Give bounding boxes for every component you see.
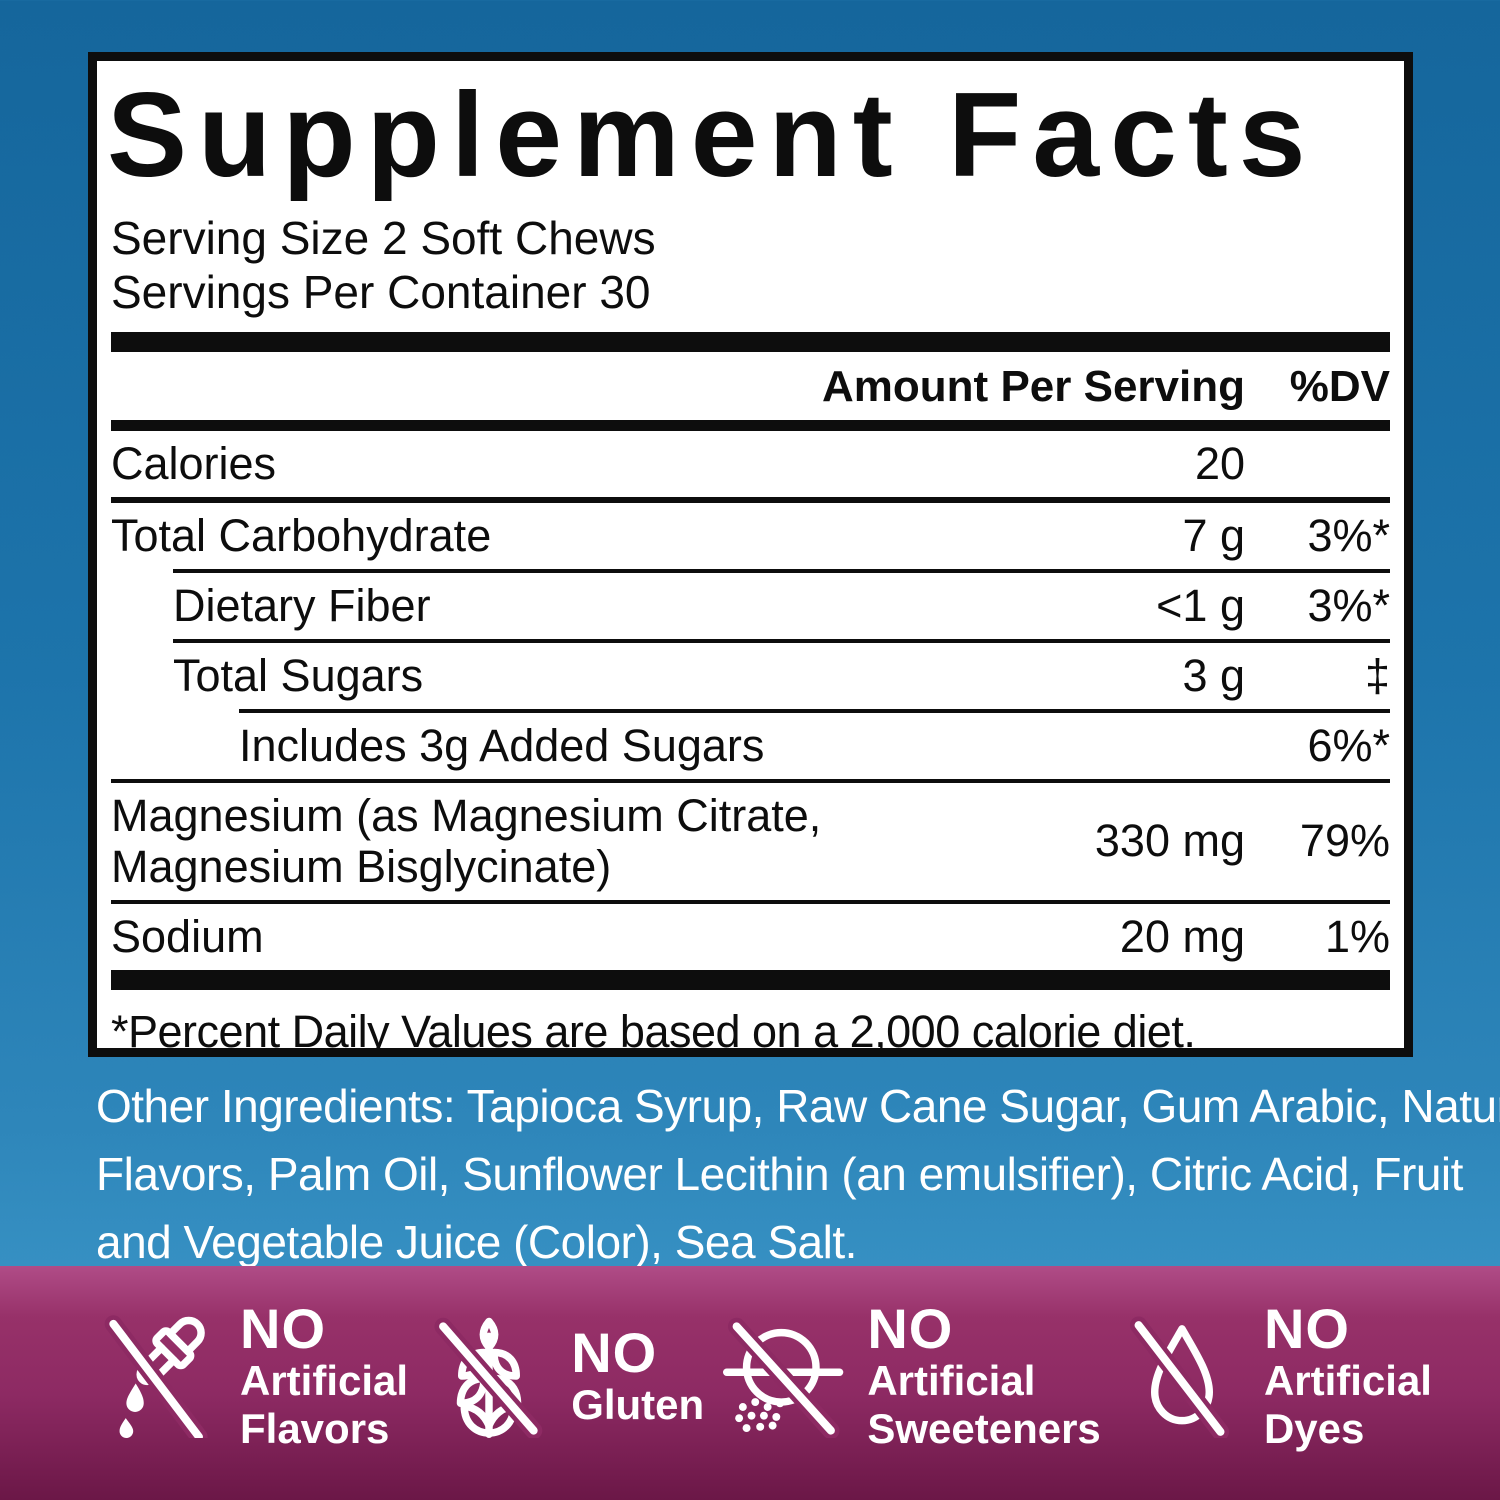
claim-line: Dyes — [1263, 1404, 1365, 1452]
claim-no-label: NO — [1263, 1296, 1350, 1360]
nutrient-dv: 6%* — [1307, 719, 1390, 771]
supplement-facts-panel: Supplement Facts Serving Size 2 Soft Che… — [88, 52, 1413, 1057]
claim-line: Sweeteners — [867, 1404, 1101, 1452]
claim-no-label: NO — [571, 1320, 658, 1384]
claims-band: NO Artificial Flavors NO Gluten — [0, 1266, 1500, 1500]
divider-medium — [111, 419, 1390, 431]
divider-thick — [111, 970, 1390, 991]
table-row-added-sugars: Includes 3g Added Sugars 6%* — [239, 708, 1390, 779]
serving-info: Serving Size 2 Soft Chews Servings Per C… — [111, 211, 1390, 320]
table-row-sodium: Sodium 20 mg 1% — [111, 900, 1390, 970]
nutrient-amount: 7 g — [1182, 509, 1245, 561]
claim-text: NO Gluten — [571, 1320, 705, 1429]
header-percent-dv: %DV — [1289, 361, 1390, 411]
nutrient-name-line2: Magnesium Bisglycinate) — [111, 841, 612, 893]
table-header: Amount Per Serving %DV — [111, 352, 1390, 420]
dropper-crossed-icon — [104, 1315, 208, 1438]
table-row-calories: Calories 20 — [111, 431, 1390, 497]
claim-no-artificial-sweeteners: NO Artificial Sweeteners — [723, 1296, 1101, 1453]
panel-title: Supplement Facts — [107, 68, 1317, 202]
claim-no-artificial-dyes: NO Artificial Dyes — [1120, 1296, 1432, 1453]
nutrient-amount: 3 g — [1182, 649, 1245, 701]
claim-no-label: NO — [867, 1296, 954, 1360]
claim-no-label: NO — [240, 1296, 326, 1360]
other-ingredients-line1: Other Ingredients: Tapioca Syrup, Raw Ca… — [96, 1080, 1500, 1132]
table-row-total-carbohydrate: Total Carbohydrate 7 g 3%* — [111, 496, 1390, 569]
serving-size: Serving Size 2 Soft Chews — [111, 212, 656, 264]
claim-line: Gluten — [571, 1380, 705, 1428]
sweetener-crossed-icon — [723, 1317, 844, 1438]
claim-text: NO Artificial Flavors — [240, 1296, 409, 1453]
table-row-dietary-fiber: Dietary Fiber <1 g 3%* — [173, 568, 1390, 639]
claim-line: Artificial — [867, 1356, 1036, 1404]
nutrient-dv: 3%* — [1307, 579, 1390, 631]
wheat-crossed-icon — [434, 1317, 543, 1438]
other-ingredients-line3: and Vegetable Juice (Color), Sea Salt. — [96, 1216, 857, 1269]
nutrient-name: Calories — [111, 437, 277, 489]
nutrient-name-line1: Magnesium (as Magnesium Citrate, — [111, 789, 822, 841]
nutrient-name: Total Sugars — [173, 649, 424, 701]
nutrient-name: Total Carbohydrate — [111, 509, 492, 561]
nutrient-name: Magnesium (as Magnesium Citrate, Magnesi… — [111, 790, 1075, 894]
other-ingredients: Other Ingredients: Tapioca Syrup, Raw Ca… — [96, 1072, 1500, 1276]
nutrient-amount: 20 — [1194, 437, 1245, 489]
nutrient-dv: ‡ — [1364, 649, 1390, 701]
droplet-crossed-icon — [1129, 1316, 1230, 1438]
nutrient-dv: 3%* — [1307, 509, 1390, 561]
servings-per-container: Servings Per Container 30 — [111, 266, 651, 319]
claim-text: NO Artificial Sweeteners — [867, 1296, 1101, 1453]
claim-line: Flavors — [240, 1404, 390, 1452]
nutrient-name: Sodium — [111, 911, 264, 963]
claim-line: Artificial — [1263, 1356, 1432, 1404]
nutrient-amount: 20 mg — [1119, 911, 1245, 963]
header-amount-per-serving: Amount Per Serving — [822, 361, 1245, 411]
divider-thick — [111, 331, 1390, 352]
nutrient-amount: 330 mg — [1094, 815, 1245, 867]
nutrient-dv: 1% — [1324, 911, 1390, 963]
footnotes: *Percent Daily Values are based on a 2,0… — [111, 990, 1390, 1057]
nutrient-name: Includes 3g Added Sugars — [239, 719, 765, 771]
table-row-total-sugars: Total Sugars 3 g ‡ — [173, 638, 1390, 709]
nutrient-amount: <1 g — [1156, 579, 1245, 631]
claim-no-gluten: NO Gluten — [427, 1314, 704, 1438]
claim-text: NO Artificial Dyes — [1263, 1296, 1432, 1453]
other-ingredients-line2: Flavors, Palm Oil, Sunflower Lecithin (a… — [96, 1148, 1463, 1201]
nutrient-dv: 79% — [1299, 815, 1390, 867]
claim-line: Artificial — [240, 1356, 409, 1404]
table-row-magnesium: Magnesium (as Magnesium Citrate, Magnesi… — [111, 778, 1390, 901]
claim-no-artificial-flavors: NO Artificial Flavors — [96, 1296, 409, 1453]
footnote-percent-dv: *Percent Daily Values are based on a 2,0… — [111, 1006, 1196, 1057]
nutrient-name: Dietary Fiber — [173, 579, 431, 631]
